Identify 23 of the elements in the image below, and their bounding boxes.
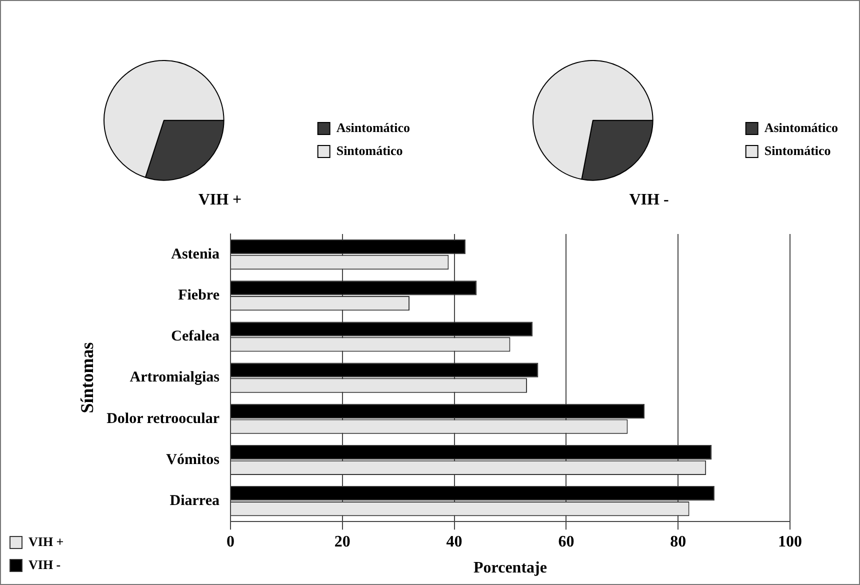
x-tick-label: 100: [778, 533, 802, 550]
legend-label: Asintomático: [336, 120, 410, 135]
legend-label: VIH +: [28, 534, 64, 549]
y-tick-label: Diarrea: [170, 492, 220, 509]
y-tick-label: Vómitos: [166, 452, 220, 468]
y-tick-label: Fiebre: [178, 288, 220, 304]
legend-label: Asintomático: [764, 120, 838, 135]
legend-label: VIH -: [28, 556, 61, 572]
legend-label: Sintomático: [764, 142, 831, 158]
x-tick-label: 0: [226, 533, 234, 550]
x-tick-label: 80: [670, 533, 686, 550]
text: VIH -: [629, 192, 669, 209]
x-tick-label: 40: [446, 533, 462, 550]
x-tick-label: 60: [558, 533, 574, 550]
text: VIH +: [198, 192, 242, 209]
y-tick-label: Artromialgias: [130, 370, 220, 386]
x-axis-title: Porcentaje: [474, 560, 547, 577]
x-tick-label: 20: [334, 533, 350, 550]
legend-label: Sintomático: [336, 142, 403, 158]
y-tick-label: Cefalea: [171, 328, 220, 345]
y-axis-title: Síntomas: [77, 342, 98, 414]
y-tick-label: Dolor retroocular: [106, 410, 220, 427]
y-tick-label: Astenia: [171, 246, 220, 262]
